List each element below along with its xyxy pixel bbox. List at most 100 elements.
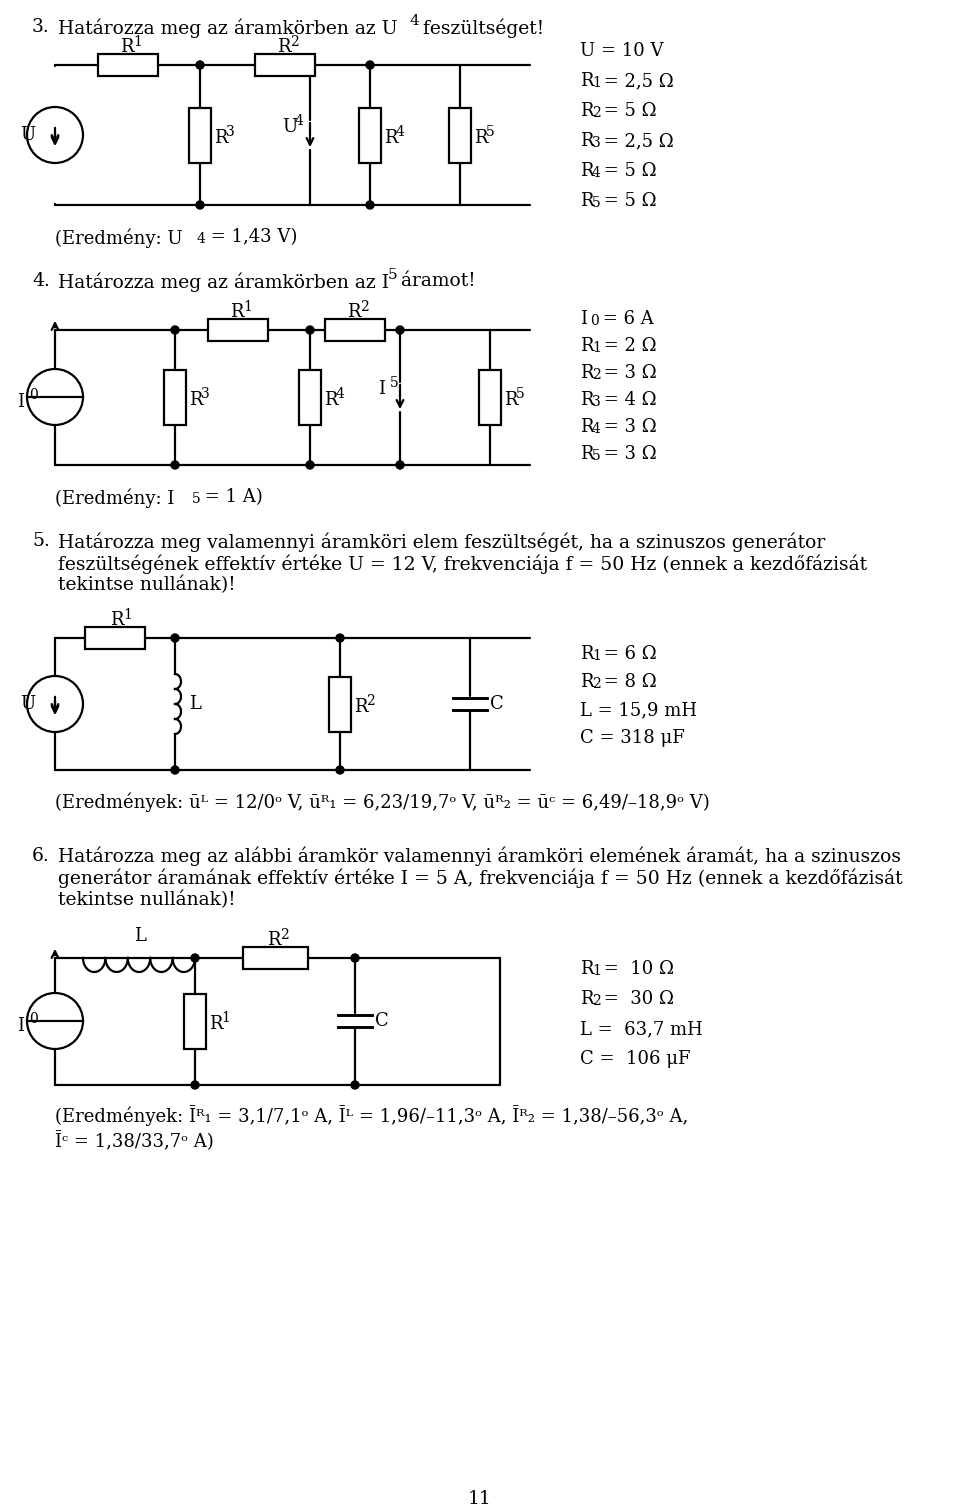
- Text: = 2,5 Ω: = 2,5 Ω: [598, 72, 674, 91]
- Text: 5: 5: [592, 450, 601, 463]
- Circle shape: [396, 326, 404, 333]
- Text: R: R: [580, 960, 593, 978]
- Text: 2: 2: [592, 678, 601, 691]
- Text: R: R: [214, 128, 228, 146]
- Text: U = 10 V: U = 10 V: [580, 42, 663, 60]
- Circle shape: [396, 462, 404, 469]
- Text: C = 318 μF: C = 318 μF: [580, 729, 684, 747]
- Text: = 3 Ω: = 3 Ω: [598, 418, 657, 436]
- Text: R: R: [580, 131, 593, 149]
- Bar: [449, 107, 471, 163]
- Text: 4: 4: [197, 232, 205, 246]
- Text: tekintse nullának)!: tekintse nullának)!: [58, 576, 235, 595]
- Text: = 5 Ω: = 5 Ω: [598, 103, 657, 121]
- Text: I: I: [17, 392, 24, 410]
- Text: R: R: [384, 128, 397, 146]
- Bar: [255, 54, 315, 75]
- Text: 5: 5: [486, 125, 494, 139]
- Text: generátor áramának effektív értéke I = 5 A, frekvenciája f = 50 Hz (ennek a kezd: generátor áramának effektív értéke I = 5…: [58, 869, 902, 889]
- Bar: [85, 628, 145, 649]
- Text: R: R: [230, 303, 244, 321]
- Text: = 3 Ω: = 3 Ω: [598, 364, 657, 382]
- Text: 1: 1: [592, 649, 601, 662]
- Bar: [184, 993, 206, 1049]
- Text: 2: 2: [360, 300, 369, 314]
- Text: (Eredmény: U: (Eredmény: U: [55, 228, 182, 247]
- Bar: [479, 370, 501, 424]
- Text: Határozza meg valamennyi áramköri elem feszültségét, ha a szinuszos generátor: Határozza meg valamennyi áramköri elem f…: [58, 533, 826, 551]
- Bar: [164, 370, 186, 424]
- Text: L = 15,9 mH: L = 15,9 mH: [580, 702, 697, 718]
- Text: C =  106 μF: C = 106 μF: [580, 1050, 690, 1068]
- Bar: [208, 318, 268, 341]
- Text: = 2 Ω: = 2 Ω: [598, 337, 657, 355]
- Circle shape: [336, 634, 344, 641]
- Text: 3: 3: [201, 386, 209, 401]
- Text: 4: 4: [396, 125, 405, 139]
- Circle shape: [27, 107, 83, 163]
- Text: 5: 5: [592, 196, 601, 210]
- Bar: [329, 676, 351, 732]
- Circle shape: [171, 462, 179, 469]
- Text: = 8 Ω: = 8 Ω: [598, 673, 657, 691]
- Text: 11: 11: [468, 1489, 492, 1507]
- Text: U: U: [20, 696, 36, 712]
- Text: = 6 A: = 6 A: [597, 309, 654, 327]
- Text: R: R: [209, 1016, 223, 1034]
- Text: R: R: [580, 192, 593, 210]
- Text: = 4 Ω: = 4 Ω: [598, 391, 657, 409]
- Text: = 1,43 V): = 1,43 V): [205, 228, 298, 246]
- Text: R: R: [580, 337, 593, 355]
- Circle shape: [351, 1080, 359, 1089]
- Circle shape: [366, 201, 374, 210]
- Text: R: R: [120, 38, 133, 56]
- Text: 3: 3: [226, 125, 235, 139]
- Text: R: R: [354, 699, 368, 715]
- Text: 1: 1: [123, 608, 132, 622]
- Text: 4: 4: [295, 115, 304, 128]
- Text: R: R: [580, 391, 593, 409]
- Bar: [359, 107, 381, 163]
- Text: C: C: [375, 1013, 389, 1031]
- Text: 3: 3: [592, 395, 601, 409]
- Bar: [325, 318, 385, 341]
- Text: 4: 4: [592, 423, 601, 436]
- Bar: [189, 107, 211, 163]
- Text: 4: 4: [592, 166, 601, 180]
- Text: 1: 1: [221, 1011, 229, 1025]
- Text: I: I: [17, 1017, 24, 1035]
- Text: 4: 4: [336, 386, 345, 401]
- Text: 1: 1: [592, 75, 601, 91]
- Text: =  10 Ω: = 10 Ω: [598, 960, 674, 978]
- Text: 5: 5: [388, 269, 397, 282]
- Bar: [243, 948, 307, 969]
- Text: 0: 0: [29, 388, 37, 401]
- Text: 5: 5: [516, 386, 525, 401]
- Text: L =  63,7 mH: L = 63,7 mH: [580, 1020, 703, 1038]
- Text: R: R: [580, 418, 593, 436]
- Text: = 3 Ω: = 3 Ω: [598, 445, 657, 463]
- Text: R: R: [324, 391, 338, 409]
- Text: R: R: [580, 644, 593, 662]
- Text: R: R: [474, 128, 488, 146]
- Circle shape: [306, 326, 314, 333]
- Circle shape: [196, 60, 204, 69]
- Text: Határozza meg az áramkörben az I: Határozza meg az áramkörben az I: [58, 272, 389, 291]
- Text: Határozza meg az alábbi áramkör valamennyi áramköri elemének áramát, ha a szinus: Határozza meg az alábbi áramkör valamenn…: [58, 847, 901, 866]
- Text: U: U: [20, 125, 36, 143]
- Text: I: I: [378, 380, 385, 398]
- Text: (Eredmények: Īᴿ₁ = 3,1/7,1ᵒ A, Īᴸ = 1,96/–11,3ᵒ A, Īᴿ₂ = 1,38/–56,3ᵒ A,: (Eredmények: Īᴿ₁ = 3,1/7,1ᵒ A, Īᴸ = 1,96…: [55, 1105, 688, 1126]
- Bar: [299, 370, 321, 424]
- Text: R: R: [580, 673, 593, 691]
- Circle shape: [191, 1080, 199, 1089]
- Text: =  30 Ω: = 30 Ω: [598, 990, 674, 1008]
- Text: 0: 0: [29, 1013, 37, 1026]
- Text: tekintse nullának)!: tekintse nullának)!: [58, 890, 235, 910]
- Text: R: R: [580, 161, 593, 180]
- Text: = 5 Ω: = 5 Ω: [598, 192, 657, 210]
- Text: feszültségének effektív értéke U = 12 V, frekvenciája f = 50 Hz (ennek a kezdőfá: feszültségének effektív értéke U = 12 V,…: [58, 554, 867, 573]
- Text: R: R: [580, 364, 593, 382]
- Text: áramot!: áramot!: [395, 272, 475, 290]
- Circle shape: [171, 634, 179, 641]
- Circle shape: [27, 676, 83, 732]
